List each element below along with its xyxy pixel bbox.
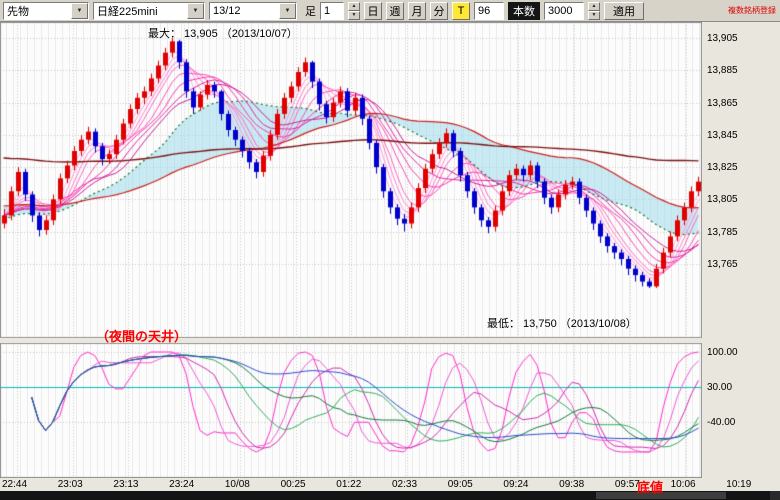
bottom-price-annotation: 底値 bbox=[637, 480, 664, 495]
time-axis-label: 09:05 bbox=[447, 479, 473, 490]
chevron-down-icon[interactable]: ▼ bbox=[71, 2, 88, 19]
price-axis: 13,905 13,885 13,865 13,845 13,825 13,805 13,7… bbox=[702, 22, 780, 478]
period-day-button[interactable]: 日 bbox=[364, 1, 382, 20]
bars-label: 本数 bbox=[508, 1, 540, 20]
period-count-input[interactable]: 96 bbox=[474, 1, 504, 20]
interval-input[interactable]: 1 bbox=[320, 1, 344, 20]
time-axis-label: 00:25 bbox=[280, 479, 306, 490]
spinner-up-icon[interactable]: ▲ bbox=[348, 1, 360, 11]
symbol-select[interactable]: 日経225mini ▼ bbox=[93, 1, 205, 20]
chevron-down-icon[interactable]: ▼ bbox=[279, 2, 296, 19]
time-axis-label: 10:06 bbox=[670, 479, 696, 490]
interval-stepper: ▲ ▼ bbox=[348, 1, 360, 20]
price-axis-label: 13,905 bbox=[707, 33, 738, 45]
period-month-button[interactable]: 月 bbox=[408, 1, 426, 20]
contract-select-value: 13/12 bbox=[213, 4, 241, 17]
min-price-annotation: 最低： 13,750 （2013/10/08） bbox=[487, 318, 637, 330]
time-axis-label: 02:33 bbox=[392, 479, 418, 490]
scrollbar-corner bbox=[770, 491, 780, 500]
spinner-down-icon[interactable]: ▼ bbox=[588, 10, 600, 20]
time-axis-label: 10:19 bbox=[726, 479, 752, 490]
time-axis-label: 23:24 bbox=[169, 479, 195, 490]
price-axis-label: 13,785 bbox=[707, 226, 738, 238]
night-ceiling-annotation: （夜間の天井） bbox=[96, 329, 188, 344]
time-axis-label: 09:24 bbox=[503, 479, 529, 490]
tick-button[interactable]: T bbox=[452, 1, 470, 20]
time-axis-label: 23:03 bbox=[57, 479, 83, 490]
time-axis-label: 09:57 bbox=[614, 479, 640, 490]
category-select[interactable]: 先物 ▼ bbox=[3, 1, 89, 20]
period-week-button[interactable]: 週 bbox=[386, 1, 404, 20]
price-axis-label: 13,765 bbox=[707, 258, 738, 270]
oscillator-axis-label: -40.00 bbox=[707, 417, 736, 428]
contract-select[interactable]: 13/12 ▼ bbox=[209, 1, 297, 20]
price-axis-label: 13,885 bbox=[707, 65, 738, 77]
price-axis-label: 13,805 bbox=[707, 194, 738, 206]
bars-count-input[interactable]: 3000 bbox=[544, 1, 584, 20]
time-axis-label: 01:22 bbox=[336, 479, 362, 490]
time-axis: 22:44 23:03 23:13 23:24 10/08 00:25 01:22 02:33… bbox=[0, 479, 780, 491]
multi-symbol-note: 複数銘柄登録 bbox=[728, 6, 776, 15]
spinner-down-icon[interactable]: ▼ bbox=[348, 10, 360, 20]
panel-divider bbox=[0, 338, 702, 343]
category-select-value: 先物 bbox=[7, 5, 29, 18]
max-price-annotation: 最大： 13,905 （2013/10/07） bbox=[148, 28, 298, 40]
oscillator-axis-label: 100.00 bbox=[707, 347, 738, 358]
apply-button[interactable]: 適用 bbox=[604, 1, 644, 20]
symbol-select-value: 日経225mini bbox=[97, 5, 158, 18]
bars-stepper: ▲ ▼ bbox=[588, 1, 600, 20]
price-chart-canvas[interactable] bbox=[0, 22, 702, 478]
time-axis-label: 09:38 bbox=[559, 479, 585, 490]
time-axis-label: 22:44 bbox=[2, 479, 28, 490]
oscillator-axis-label: 30.00 bbox=[707, 382, 733, 393]
ashi-label: 足 bbox=[305, 5, 316, 18]
spinner-up-icon[interactable]: ▲ bbox=[588, 1, 600, 11]
horizontal-scrollbar[interactable] bbox=[0, 491, 780, 500]
price-axis-label: 13,865 bbox=[707, 97, 738, 109]
period-minute-button[interactable]: 分 bbox=[430, 1, 448, 20]
price-axis-label: 13,825 bbox=[707, 162, 738, 174]
scrollbar-thumb[interactable] bbox=[596, 492, 726, 499]
time-axis-label: 10/08 bbox=[224, 479, 250, 490]
time-axis-label: 23:13 bbox=[113, 479, 139, 490]
chevron-down-icon[interactable]: ▼ bbox=[187, 2, 204, 19]
toolbar: 先物 ▼ 日経225mini ▼ 13/12 ▼ 足 1 ▲ ▼ 日 週 月 分… bbox=[0, 0, 780, 22]
price-axis-label: 13,845 bbox=[707, 129, 738, 141]
